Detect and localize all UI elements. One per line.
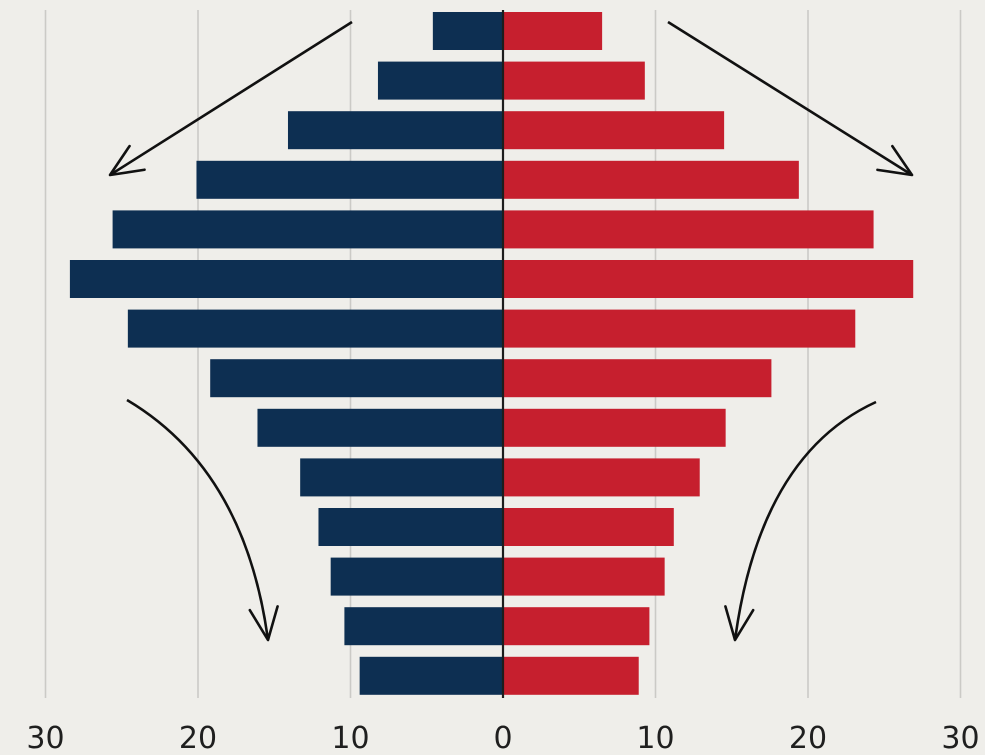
x-axis-tick-labels: 30 20 10 0 10 20 30 [26, 721, 979, 755]
x-tick-label: 10 [331, 721, 369, 755]
left-bar [318, 508, 503, 546]
left-bar [359, 656, 503, 695]
x-tick-label: 20 [789, 721, 827, 755]
left-bar [287, 111, 503, 150]
right-bar [503, 656, 639, 695]
bars [69, 12, 914, 695]
left-bar [344, 607, 503, 646]
x-tick-label: 30 [26, 721, 64, 755]
right-bar [503, 160, 799, 199]
left-bar [69, 260, 504, 298]
right-bar [503, 557, 665, 596]
x-tick-label: 30 [941, 721, 979, 755]
left-bar [377, 61, 503, 100]
left-bar [210, 359, 503, 398]
arrow-annotation-bottom-right [724, 400, 877, 642]
left-bar [112, 210, 503, 249]
right-bar [503, 408, 726, 447]
x-tick-label: 0 [493, 721, 512, 755]
right-bar [503, 309, 856, 348]
left-bar [300, 458, 503, 497]
right-bar [503, 111, 725, 150]
x-tick-label: 10 [636, 721, 674, 755]
right-bar [503, 508, 674, 546]
left-bar [196, 160, 503, 199]
arrow-annotation-top-right [667, 20, 914, 177]
right-bar [503, 607, 650, 646]
arrow-annotation-top-left [108, 20, 353, 177]
arrow-annotation-bottom-left [126, 398, 279, 642]
right-bar [503, 260, 914, 298]
right-bar [503, 458, 700, 497]
right-bar [503, 210, 874, 249]
right-bar [503, 12, 603, 50]
arrow-annotations [108, 20, 914, 642]
left-bar [257, 408, 503, 447]
x-tick-label: 20 [179, 721, 217, 755]
right-bar [503, 61, 645, 100]
left-bar [127, 309, 503, 348]
right-bar [503, 359, 772, 398]
left-bar [432, 12, 503, 50]
left-bar [330, 557, 503, 596]
